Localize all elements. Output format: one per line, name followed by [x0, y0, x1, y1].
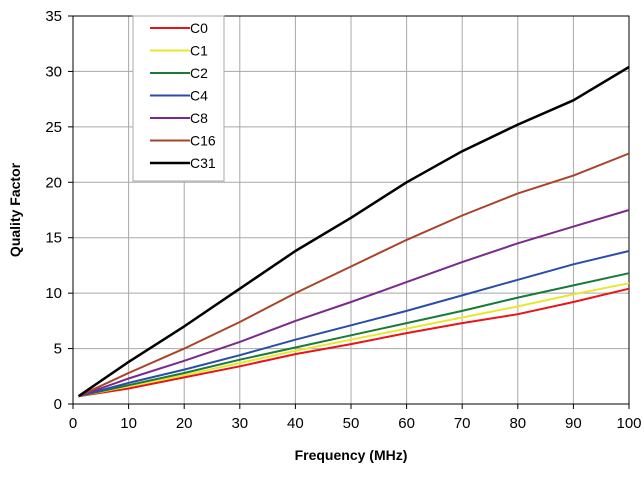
y-tick-label: 30 — [45, 63, 62, 80]
legend: C0 C1 C2 C4 C8 C16 C31 — [132, 15, 225, 182]
series-line-c1 — [78, 282, 630, 398]
legend-label-c31: C31 — [190, 155, 216, 171]
legend-label-c2: C2 — [190, 65, 208, 81]
series-line-c16 — [78, 152, 630, 398]
x-axis-title: Frequency (MHz) — [295, 447, 408, 463]
x-tick-label: 30 — [231, 415, 248, 432]
x-tick-label: 70 — [454, 415, 471, 432]
x-tick-label: 90 — [565, 415, 582, 432]
y-tick-label: 35 — [45, 8, 62, 25]
legend-label-c8: C8 — [190, 110, 208, 126]
y-tick-label: 25 — [45, 119, 62, 136]
x-tick-label: 50 — [343, 415, 360, 432]
legend-box — [132, 15, 225, 182]
x-tick-label: 60 — [398, 415, 415, 432]
series-line-c31 — [77, 65, 630, 398]
x-tick-label: 40 — [287, 415, 304, 432]
axes: 0 10 20 30 40 50 60 70 80 90 100 0 5 10 15 20 25 30 35 — [45, 8, 641, 432]
x-tick-label: 100 — [616, 415, 641, 432]
series-line-c4 — [78, 250, 630, 398]
series-line-c2 — [78, 272, 630, 398]
series-line-c0 — [78, 287, 630, 398]
y-tick-label: 15 — [45, 230, 62, 247]
x-tick-label: 80 — [509, 415, 526, 432]
y-tick-label: 10 — [45, 285, 62, 302]
legend-label-c0: C0 — [190, 20, 208, 36]
series-lines — [77, 65, 630, 398]
legend-label-c4: C4 — [190, 88, 208, 104]
x-tick-label: 20 — [176, 415, 193, 432]
legend-label-c16: C16 — [190, 133, 216, 149]
y-tick-label: 20 — [45, 174, 62, 191]
x-tick-label: 10 — [120, 415, 137, 432]
y-axis-title: Quality Factor — [7, 162, 23, 257]
y-tick-label: 5 — [54, 341, 62, 358]
x-tick-label: 0 — [69, 415, 77, 432]
y-tick-label: 0 — [54, 396, 62, 413]
legend-label-c1: C1 — [190, 43, 208, 59]
series-line-c8 — [78, 209, 630, 398]
